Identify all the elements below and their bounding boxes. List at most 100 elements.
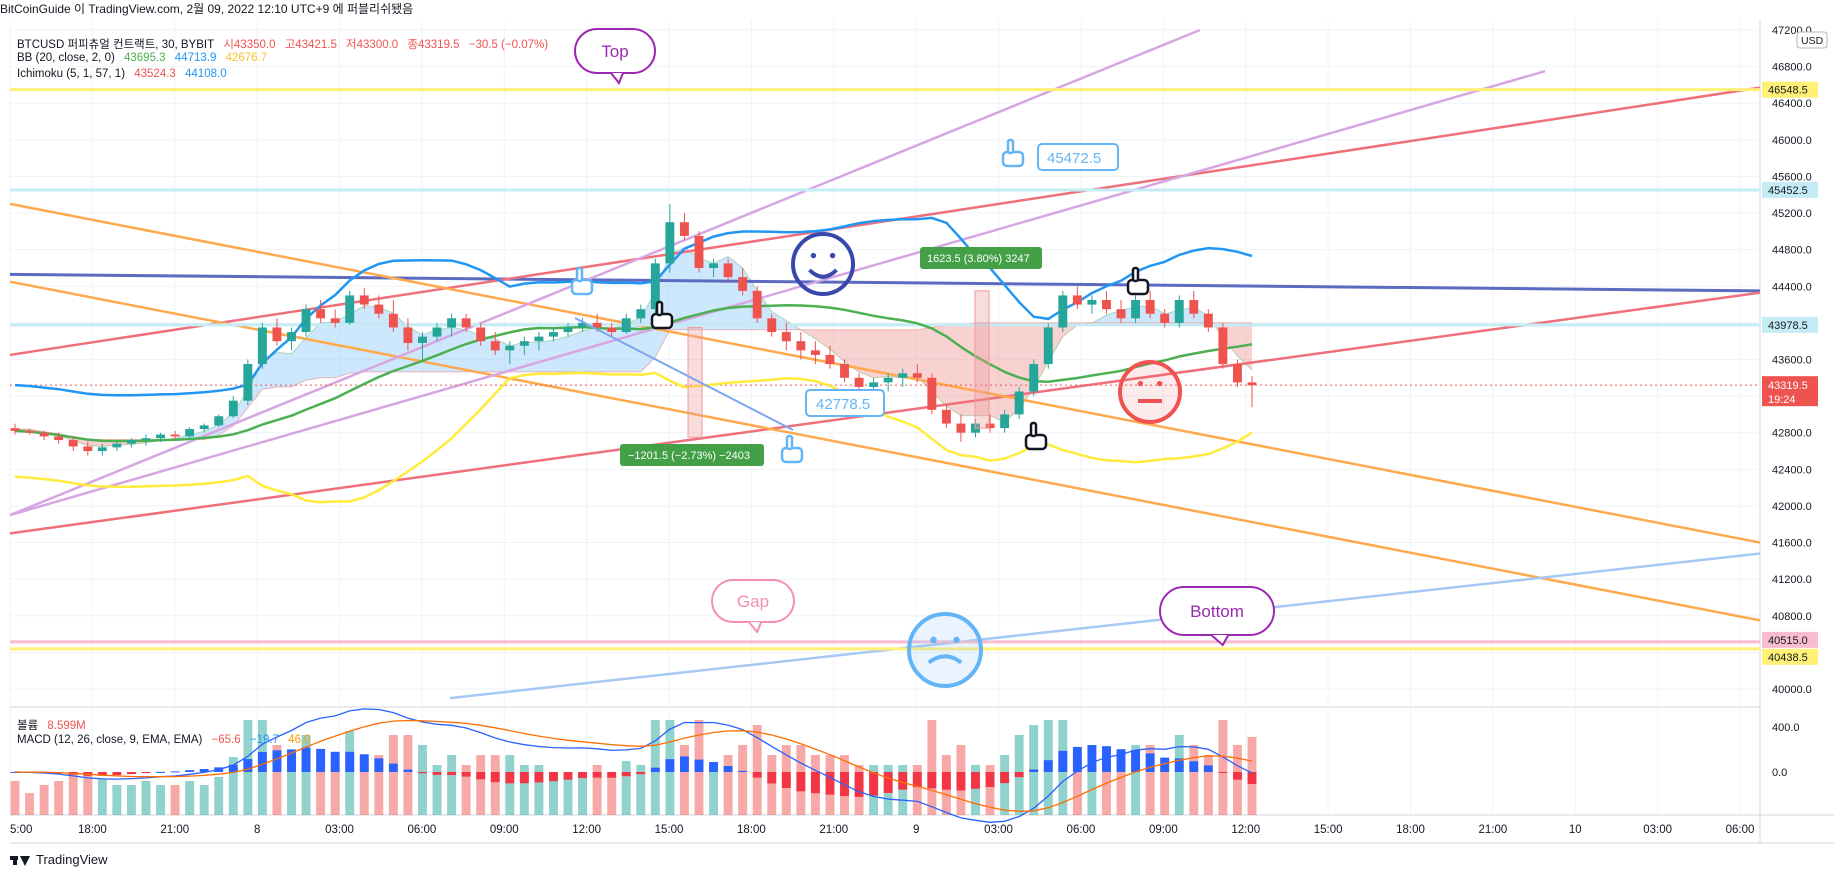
candle-body [1000,414,1010,429]
neutral-face-icon-eye-right [1156,380,1163,387]
level-price-tag [1762,631,1818,648]
ichimoku-cloud-segment [902,329,918,378]
candle-body [476,327,486,342]
time-tick-label: 8 [254,824,260,836]
macd-histogram-bar [199,769,209,772]
macd-histogram-bar [316,748,326,772]
volume-bar [228,757,238,815]
bb-legend[interactable]: BB (20, close, 2, 0) 43695.3 44713.9 426… [17,52,273,64]
macd-histogram-bar [752,772,762,778]
volume-bar [1189,745,1199,815]
hand-pointer-icon-finger [785,434,794,451]
macd-histogram-bar [447,772,457,776]
macd-histogram-bar [432,772,442,775]
candle-body [1116,309,1126,319]
volume-bar [927,720,937,815]
hand-pointer-icon-palm [780,446,804,464]
candle-body [607,327,617,333]
candle-body [1102,300,1111,310]
candle-body [505,345,515,351]
volume-bar [156,785,165,815]
candle-body [1058,295,1068,328]
bottom-bubble-tail [1210,634,1230,647]
volume-value: 8.599M [47,720,86,732]
ichimoku-cloud-segment [946,324,961,416]
candle-body [738,277,748,291]
candle-body [840,364,849,378]
close-value: 종43319.5 [407,39,460,51]
neutral-face-icon [1118,360,1182,424]
measure-up-box [920,247,1042,269]
candle-body [956,423,966,433]
bottom-bubble-label: Bottom [1190,602,1244,621]
hand-pointer-icon-finger [1029,421,1038,438]
volume-bar [490,755,500,815]
top-bubble: Top [574,28,656,85]
macd-histogram-bar [941,772,951,790]
candle-body [170,434,180,437]
time-tick-label: 10 [1569,824,1582,836]
hand-pointer-icon-palm [1126,278,1150,296]
candle-body [1160,313,1170,323]
volume-bar [330,765,340,815]
top-bubble-tail [610,72,624,85]
volume-label: 볼륨 [17,720,39,732]
time-tick-label: 5:00 [10,824,32,836]
candle-body [1029,364,1039,392]
volume-bar [359,759,369,815]
candle-body [388,313,398,328]
volume-bar [403,735,413,815]
candle-body [796,341,806,351]
volume-legend[interactable]: 볼륨 8.599M [17,717,92,733]
candle-body [403,327,413,344]
volume-bar [1145,745,1155,815]
hand-pointer-icon [780,434,804,464]
ichimoku-b-value: 44108.0 [185,68,227,80]
candle-body [548,332,558,337]
candle-body [825,354,835,365]
candle-body [519,341,529,346]
tradingview-brand[interactable]: TradingView [10,852,108,867]
candle-body [243,364,253,401]
macd-histogram-bar [840,772,849,797]
macd-histogram-bar [345,751,355,772]
macd-histogram-bar [534,772,544,783]
level-price-tag [1762,181,1818,198]
price-pane [10,20,1760,705]
top-bubble-label: Top [601,42,628,61]
hand-pointer-icon [1001,138,1025,168]
ichimoku-legend[interactable]: Ichimoku (5, 1, 57, 1) 43524.3 44108.0 [17,68,233,80]
ichimoku-cloud-segment [859,329,874,378]
candle-body [447,318,457,328]
hand-pointer-icon-palm [570,278,594,296]
candle-body [898,373,908,378]
price-tick-label: 44400.0 [1772,281,1812,293]
ichimoku-cloud-segment [364,305,379,372]
candle-body [301,309,311,333]
symbol-label: BTCUSD 퍼피츄얼 컨트랙트, 30, BYBIT [17,39,215,51]
countdown-label: 19:24 [1768,394,1796,406]
macd-histogram-bar [97,772,107,776]
measure-up-range [974,290,990,429]
candle-body [68,440,78,447]
macd-histogram-bar [1218,772,1228,773]
volume-bar [25,793,35,815]
channel-line-violet-upper [9,28,1201,517]
macd-histogram-bar [490,772,500,783]
ichimoku-cloud-segment [960,322,976,416]
macd-histogram-bar [141,772,151,774]
macd-legend[interactable]: MACD (12, 26, close, 9, EMA, EMA) −65.6 … [17,734,317,746]
volume-bar [388,735,398,815]
change-value: −30.5 (−0.07%) [468,39,549,51]
trendline-horizontal-blue [9,272,1761,293]
level-price-tag-label: 45452.5 [1768,185,1808,197]
ichimoku-cloud-segment [669,247,685,330]
price-tick-label: 46000.0 [1772,135,1812,147]
level-price-tag-label: 40438.5 [1768,652,1808,664]
candle-body [257,327,267,365]
macd-histogram-bar [650,767,660,772]
candle-body [854,377,864,387]
macd-histogram-bar [898,772,908,790]
candle-body [97,447,107,452]
